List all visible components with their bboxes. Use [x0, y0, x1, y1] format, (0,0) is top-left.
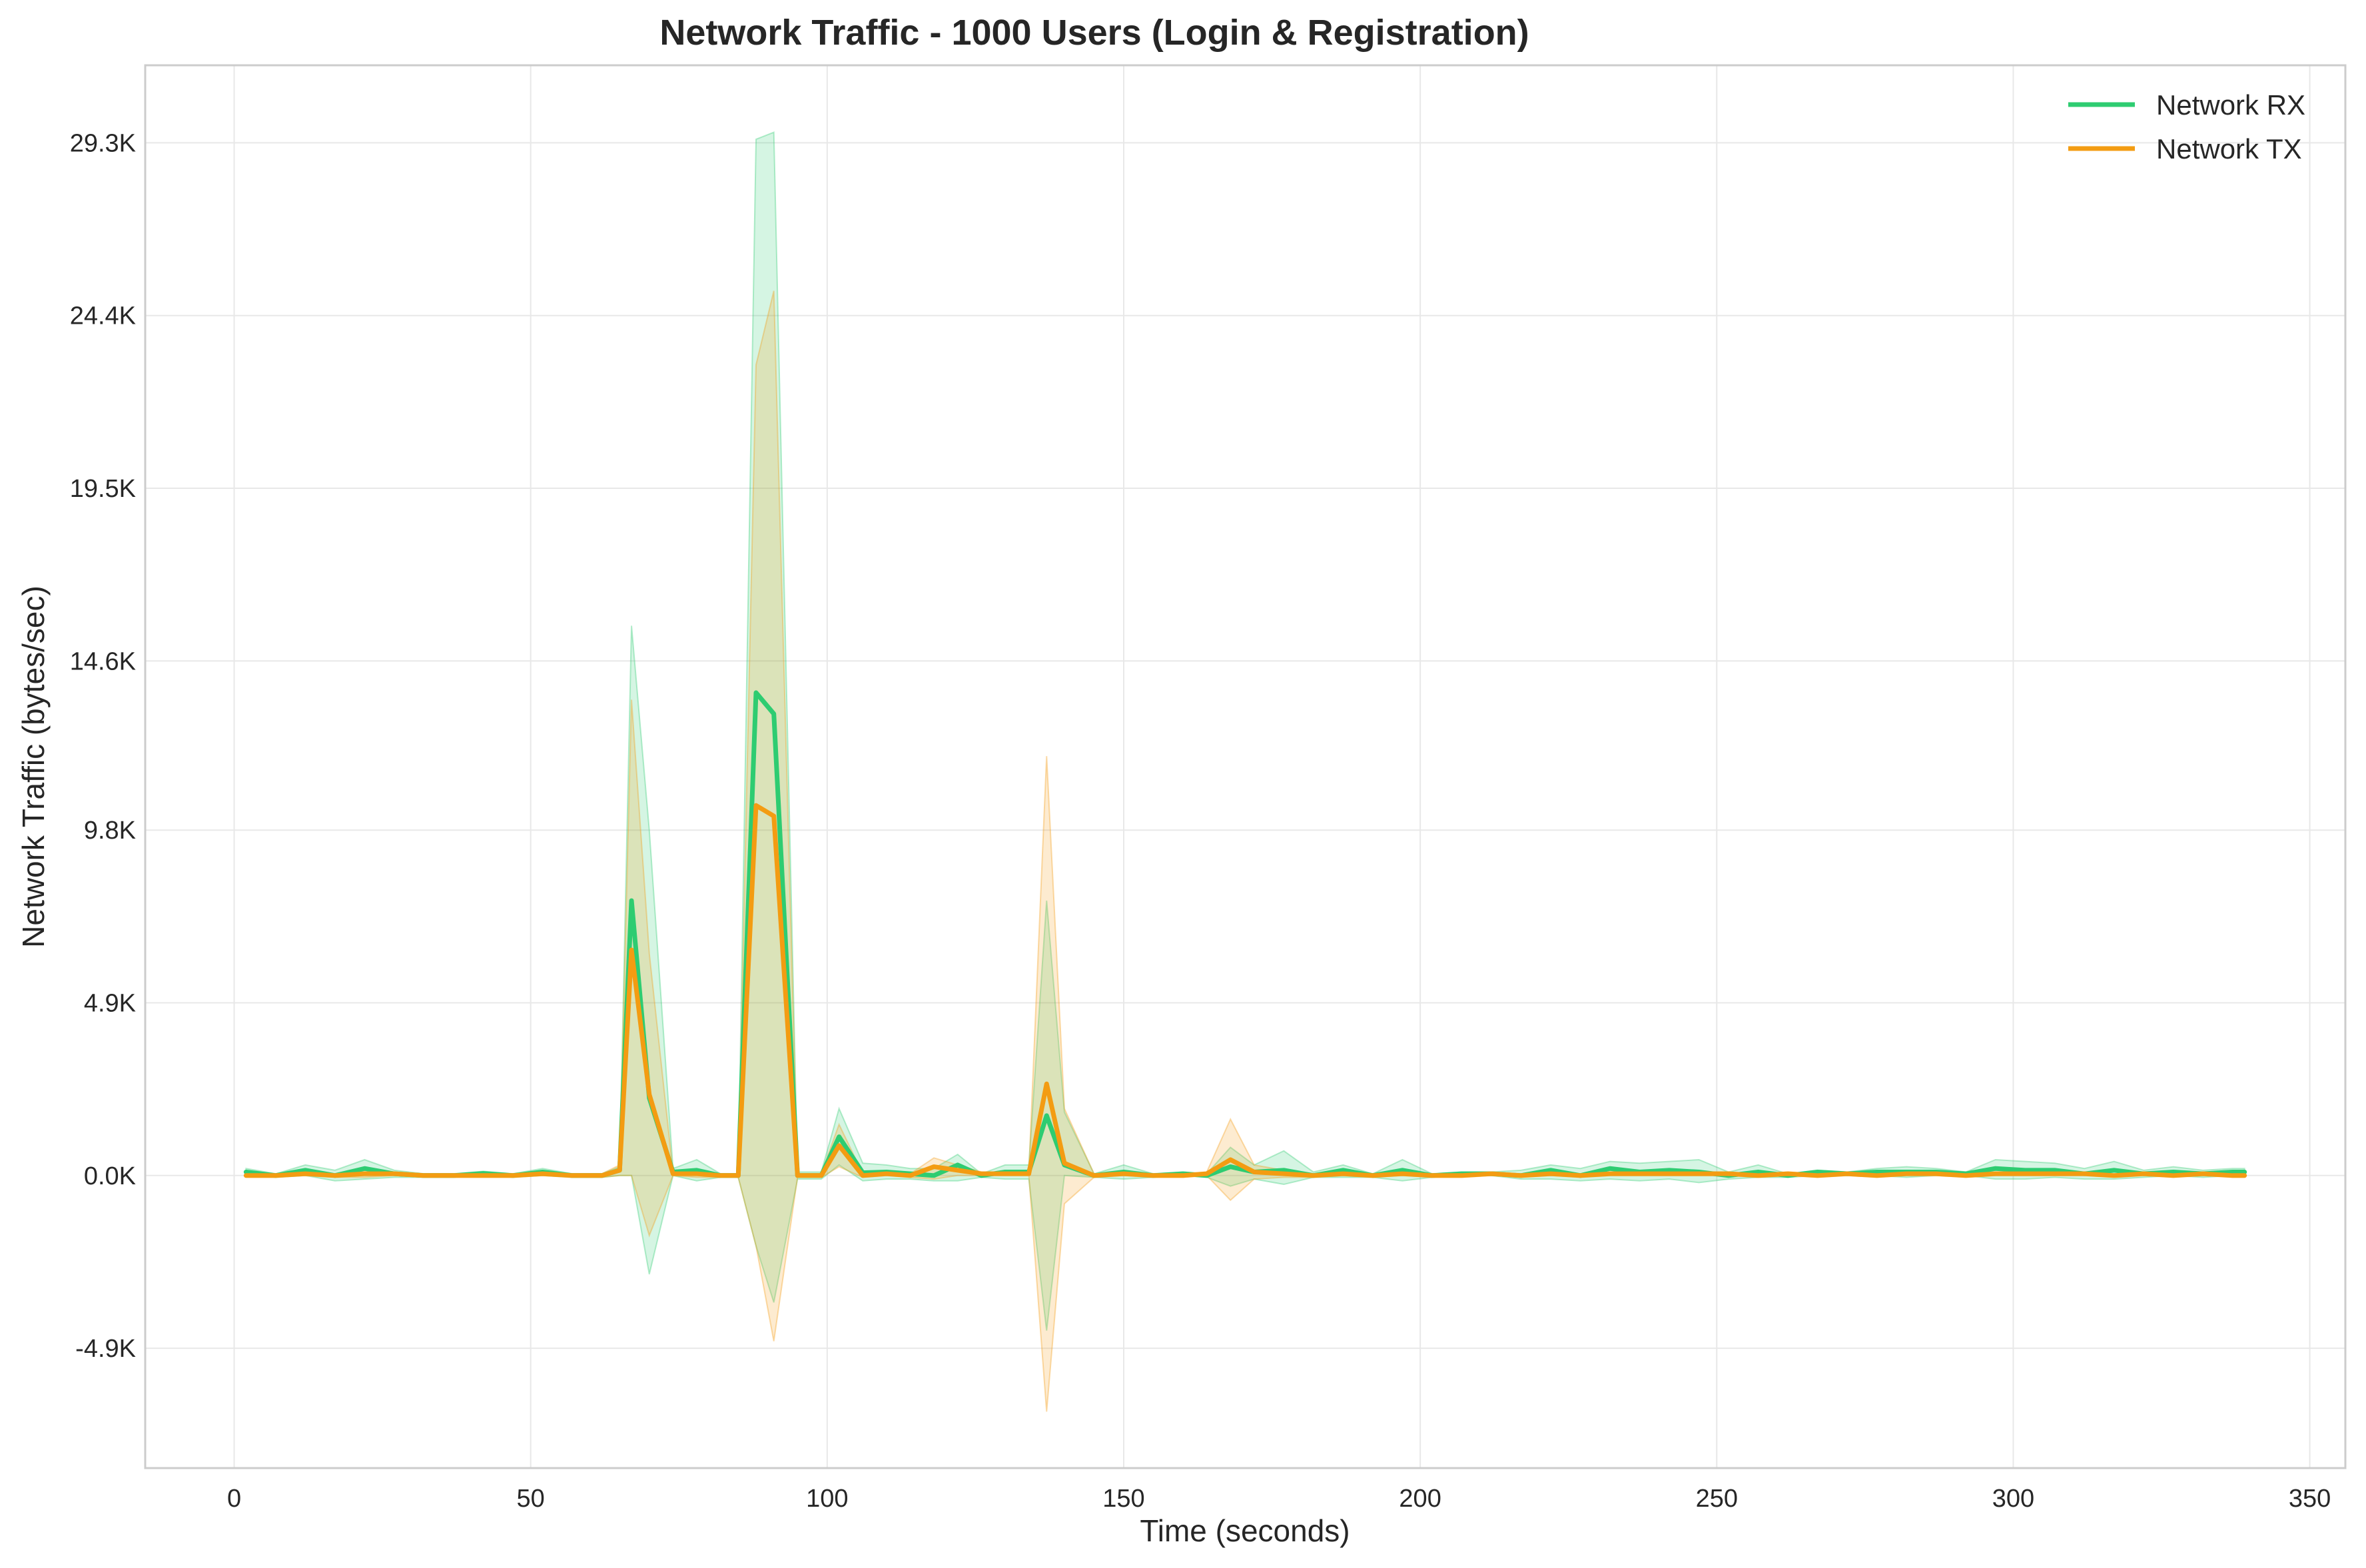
x-axis-label: Time (seconds) — [1140, 1513, 1350, 1548]
x-tick-label: 50 — [517, 1485, 545, 1513]
chart-title: Network Traffic - 1000 Users (Login & Re… — [659, 13, 1529, 53]
y-axis-label: Network Traffic (bytes/sec) — [16, 586, 51, 948]
plot-background — [145, 65, 2345, 1468]
y-tick-label: 0.0K — [84, 1162, 136, 1190]
x-tick-label: 300 — [1992, 1485, 2034, 1513]
grid-lines — [145, 65, 2345, 1468]
y-axis-ticks: -4.9K 0.0K 4.9K 9.8K 14.6K 19.5K 24.4K 29.3K — [70, 129, 136, 1363]
legend: Network RX Network TX — [2068, 89, 2305, 165]
x-tick-label: 350 — [2289, 1485, 2331, 1513]
x-tick-label: 150 — [1102, 1485, 1144, 1513]
network-rx-legend-label: Network RX — [2156, 89, 2305, 121]
x-tick-label: 200 — [1399, 1485, 1441, 1513]
x-tick-label: 100 — [806, 1485, 848, 1513]
network-tx-legend-label: Network TX — [2156, 133, 2302, 165]
y-tick-label: 14.6K — [70, 647, 136, 675]
x-tick-label: 250 — [1696, 1485, 1738, 1513]
y-tick-label: 24.4K — [70, 302, 136, 330]
plot-frame — [144, 64, 2347, 1469]
y-tick-label: 19.5K — [70, 475, 136, 503]
x-tick-label: 0 — [227, 1485, 241, 1513]
x-axis-ticks: 0 50 100 150 200 250 300 350 — [227, 1485, 2331, 1513]
network-tx-line — [243, 803, 2247, 1178]
y-tick-label: 4.9K — [84, 990, 136, 1018]
plot-area — [144, 64, 2347, 1469]
series-lines — [243, 690, 2247, 1178]
y-tick-label: -4.9K — [75, 1335, 136, 1363]
y-tick-label: 9.8K — [84, 817, 136, 845]
y-tick-label: 29.3K — [70, 129, 136, 157]
